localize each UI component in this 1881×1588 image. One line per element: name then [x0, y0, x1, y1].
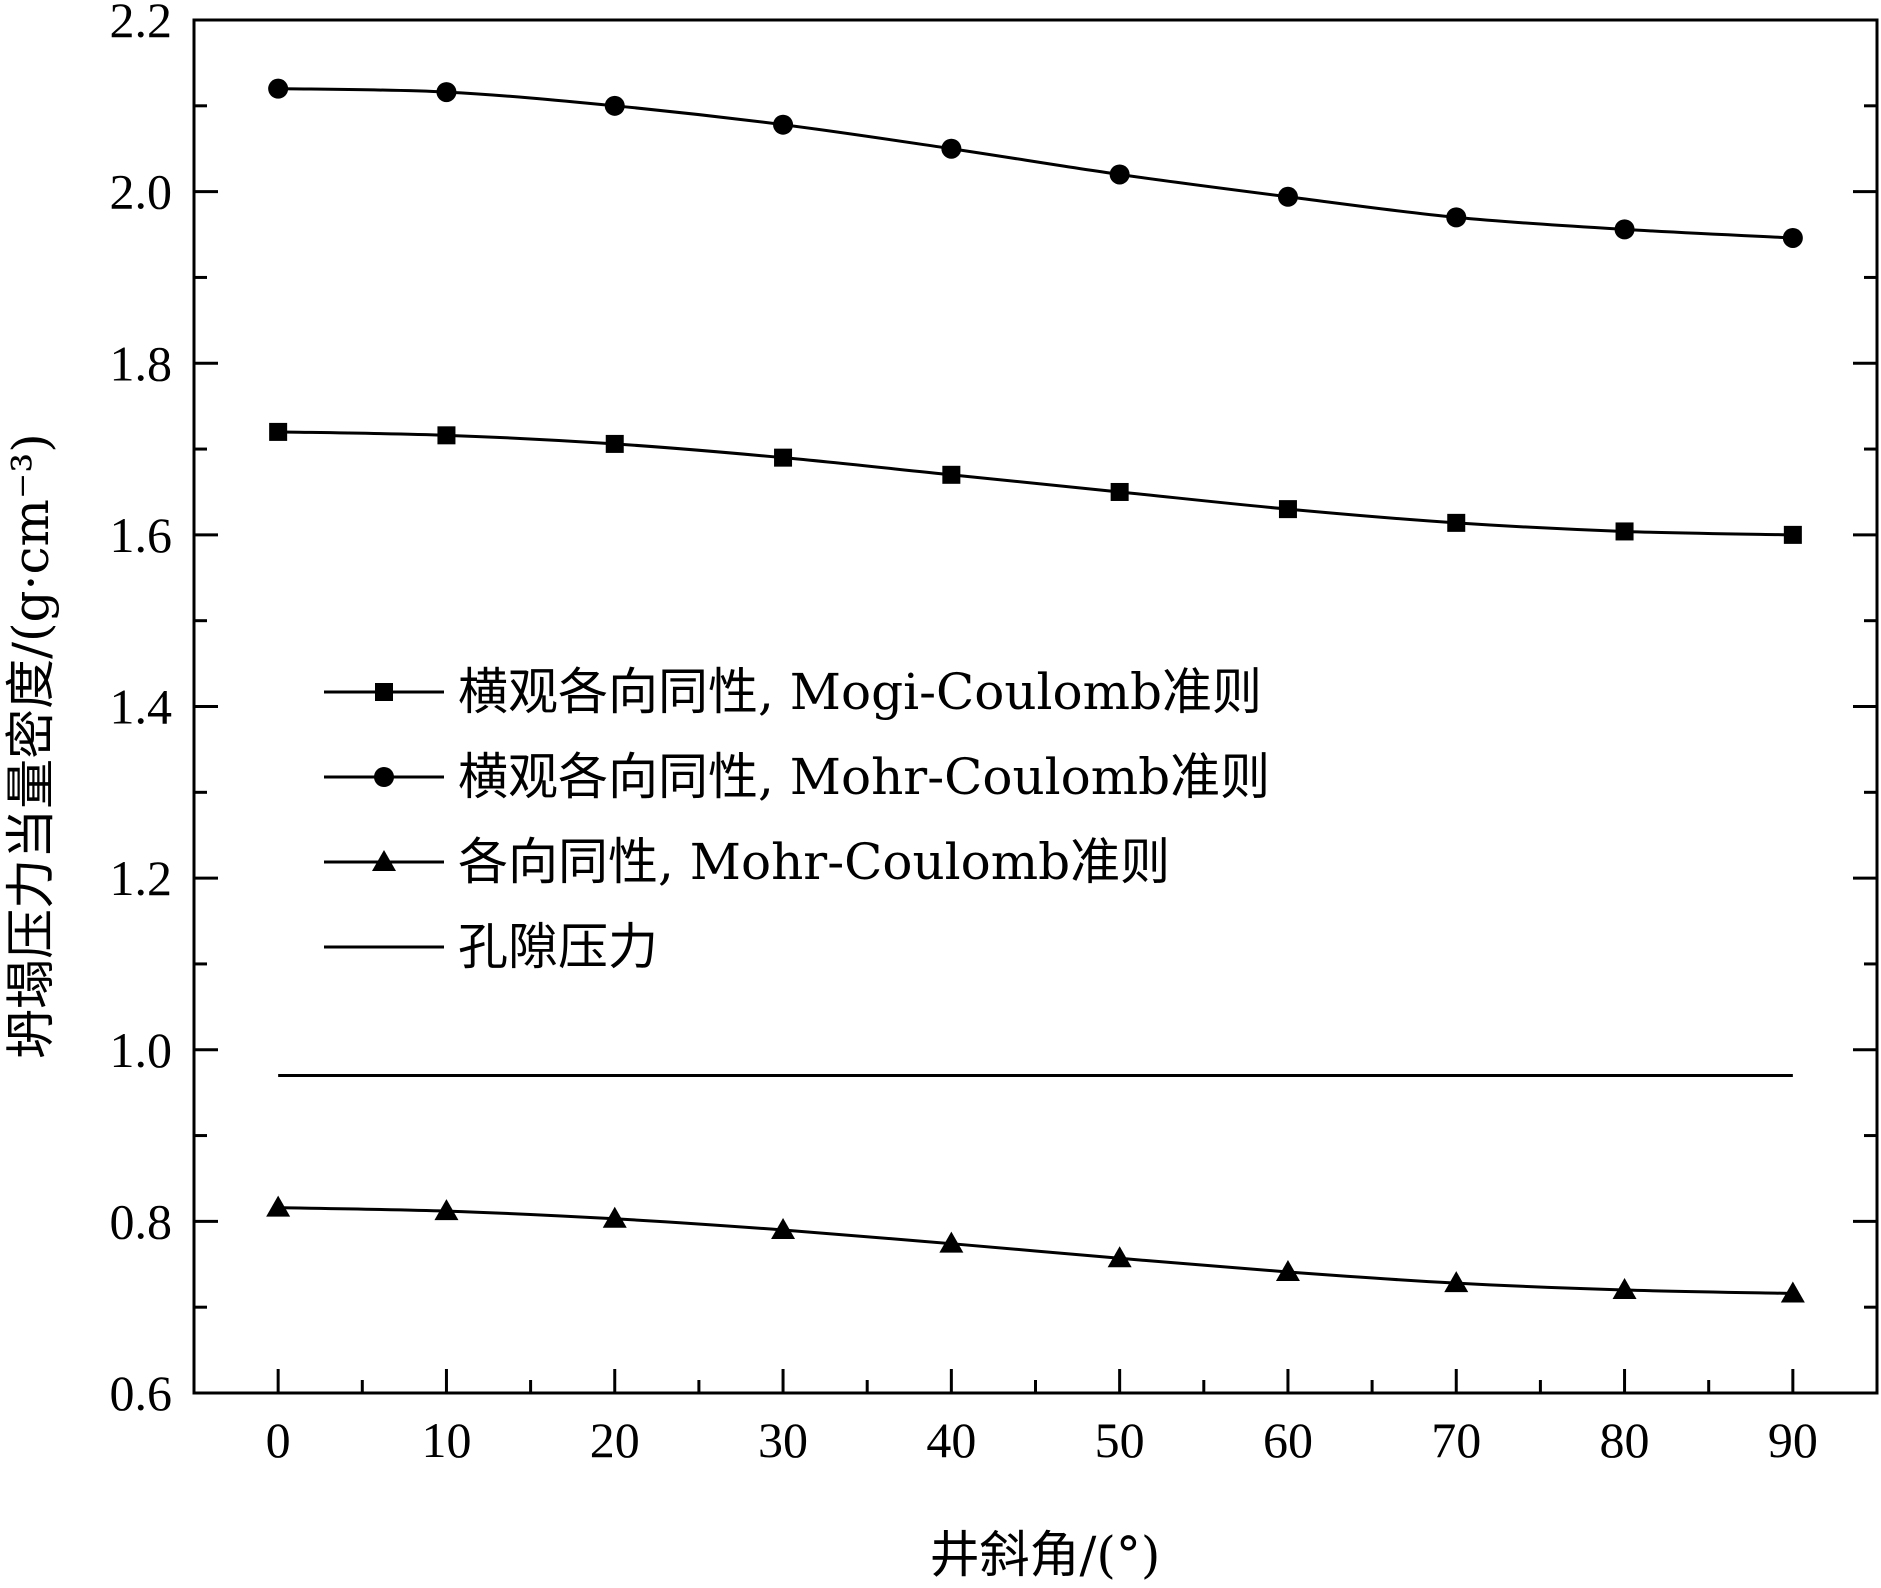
data-point-square	[1783, 525, 1802, 544]
data-point-square	[1278, 500, 1297, 519]
data-point-triangle	[771, 1217, 796, 1239]
data-point-triangle	[1612, 1278, 1637, 1300]
data-point-triangle	[1780, 1281, 1805, 1303]
data-point-circle	[1277, 186, 1298, 207]
data-point-square	[774, 448, 793, 467]
data-point-circle	[773, 114, 794, 135]
legend-item: 各向同性, Mohr-Coulomb准则	[324, 833, 1170, 891]
legend-marker-square	[375, 683, 393, 701]
data-point-circle	[1782, 227, 1803, 248]
x-tick-label: 20	[590, 1412, 640, 1468]
data-series	[266, 78, 1805, 1303]
legend-item: 横观各向同性, Mogi-Coulomb准则	[324, 663, 1262, 721]
series-3	[266, 1195, 1805, 1303]
data-point-circle	[268, 78, 289, 99]
y-tick-label: 1.2	[110, 850, 173, 906]
legend-label: 横观各向同性, Mogi-Coulomb准则	[458, 663, 1262, 721]
x-tick-label: 90	[1768, 1412, 1818, 1468]
data-point-triangle	[602, 1206, 627, 1228]
data-point-circle	[1614, 219, 1635, 240]
x-tick-label: 50	[1095, 1412, 1145, 1468]
data-point-square	[1447, 513, 1466, 532]
data-point-square	[269, 422, 288, 441]
series-line	[278, 87, 1793, 240]
legend-item: 孔隙压力	[324, 918, 658, 976]
x-tick-label: 30	[758, 1412, 808, 1468]
data-point-triangle	[939, 1231, 964, 1253]
data-point-circle	[436, 82, 457, 103]
data-point-circle	[1446, 207, 1467, 228]
series-line	[278, 1206, 1793, 1295]
data-point-triangle	[1444, 1271, 1469, 1293]
x-tick-label: 80	[1600, 1412, 1650, 1468]
y-tick-label: 0.6	[110, 1365, 173, 1421]
legend-marker-circle	[374, 767, 394, 787]
y-tick-label: 1.4	[110, 679, 173, 735]
x-tick-label: 10	[421, 1412, 471, 1468]
series-1	[269, 422, 1802, 544]
legend-label: 横观各向同性, Mohr-Coulomb准则	[458, 748, 1270, 806]
y-tick-label: 2.2	[110, 0, 173, 48]
y-tick-label: 1.8	[110, 335, 173, 391]
y-tick-label: 1.6	[110, 507, 173, 563]
data-point-triangle	[1107, 1246, 1132, 1268]
legend-label: 各向同性, Mohr-Coulomb准则	[458, 833, 1170, 891]
x-tick-label: 70	[1431, 1412, 1481, 1468]
data-point-circle	[941, 138, 962, 159]
data-point-square	[605, 434, 624, 453]
data-point-circle	[604, 95, 625, 116]
data-point-square	[1615, 522, 1634, 541]
axis-tick-labels: 0 10 20 30 40 50 60 70 80 90 0.6 0.8 1.0 1.2 1.4 1.6 1.8…	[110, 0, 1818, 1468]
y-tick-label: 1.0	[110, 1022, 173, 1078]
x-tick-label: 60	[1263, 1412, 1313, 1468]
legend-label: 孔隙压力	[458, 918, 658, 976]
legend-marker-triangle	[372, 850, 396, 871]
y-tick-label: 0.8	[110, 1193, 173, 1249]
legend-item: 横观各向同性, Mohr-Coulomb准则	[324, 748, 1270, 806]
axis-ticks	[194, 18, 1877, 1395]
x-axis-title: 井斜角/(°)	[930, 1526, 1161, 1584]
y-axis-title: 坍塌压力当量密度/(g·cm⁻³)	[2, 433, 60, 1059]
data-point-triangle	[1275, 1260, 1300, 1282]
data-point-triangle	[434, 1199, 459, 1221]
data-point-square	[437, 426, 456, 445]
data-point-square	[942, 465, 961, 484]
series-line	[278, 430, 1793, 537]
y-tick-label: 2.0	[110, 164, 173, 220]
data-point-square	[1110, 482, 1129, 501]
x-tick-label: 0	[266, 1412, 291, 1468]
data-point-triangle	[266, 1195, 291, 1217]
data-point-circle	[1109, 164, 1130, 185]
series-2	[268, 78, 1803, 248]
x-tick-label: 40	[926, 1412, 976, 1468]
